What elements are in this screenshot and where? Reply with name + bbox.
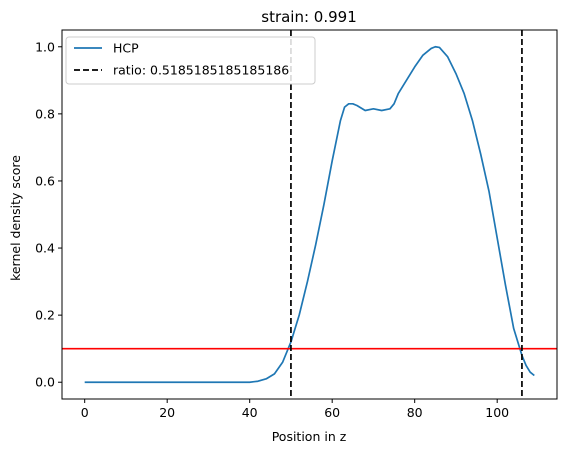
- plot-area: [62, 30, 557, 399]
- x-tick-label: 100: [485, 405, 509, 420]
- y-tick-label: 0.4: [35, 241, 55, 256]
- x-tick-label: 60: [324, 405, 340, 420]
- y-tick-label: 0.0: [35, 375, 55, 390]
- legend-frame: [65, 36, 316, 85]
- x-tick-label: 20: [159, 405, 175, 420]
- legend: HCP ratio: 0.5185185185185186: [65, 36, 316, 85]
- chart-title: strain: 0.991: [261, 8, 357, 26]
- x-tick-label: 80: [407, 405, 423, 420]
- y-tick-label: 0.6: [35, 173, 55, 188]
- x-axis-label: Position in z: [272, 429, 347, 444]
- series-line-hcp: [84, 45, 535, 384]
- legend-label-ratio: ratio: 0.5185185185185186: [113, 63, 289, 78]
- y-tick-label: 0.8: [35, 106, 55, 121]
- plot-frame: [61, 29, 558, 400]
- x-tick-label: 0: [81, 405, 89, 420]
- y-axis-label: kernel density score: [8, 155, 23, 281]
- legend-label-hcp: HCP: [113, 41, 139, 56]
- y-tick-label: 0.2: [35, 308, 55, 323]
- y-tick-label: 1.0: [35, 39, 55, 54]
- x-tick-label: 40: [242, 405, 258, 420]
- axes: 0 20 40 60 80 100 0.0 0.2 0.4 0.6 0.8 1.0: [35, 29, 558, 420]
